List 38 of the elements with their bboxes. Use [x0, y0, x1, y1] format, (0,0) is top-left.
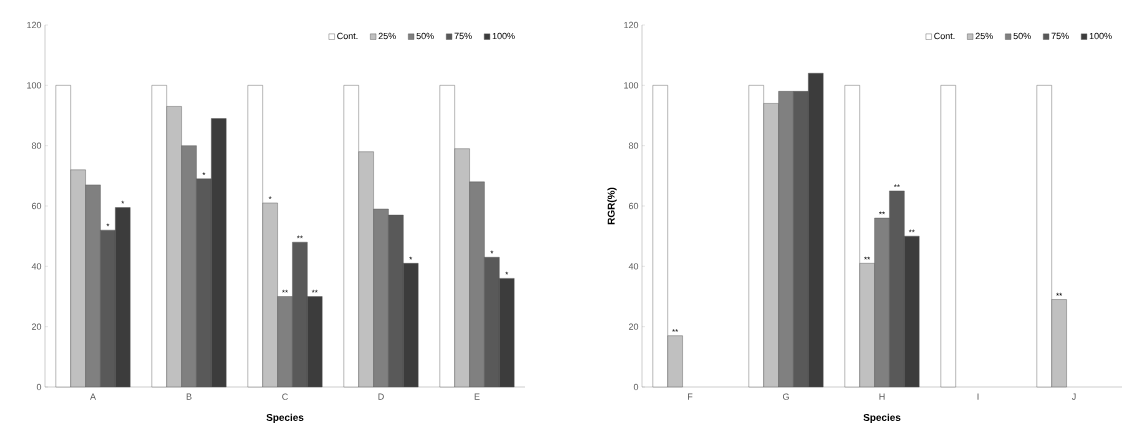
x-tick-label: I — [977, 393, 979, 400]
y-tick-label: 20 — [31, 323, 42, 330]
y-tick-label: 60 — [31, 202, 42, 210]
y-tick-label: 100 — [27, 82, 42, 89]
x-tick-label: B — [186, 393, 192, 400]
legend-label: 75% — [454, 32, 472, 40]
legend-label: 100% — [492, 32, 515, 40]
legend-label: 25% — [975, 32, 993, 40]
y-tick-label: 0 — [36, 383, 42, 391]
x-tick-label: D — [378, 393, 384, 400]
y-tick-label: 20 — [628, 323, 639, 330]
y-tick-label: 60 — [628, 202, 639, 210]
legend-label: 25% — [378, 32, 396, 40]
x-tick-label: E — [474, 393, 480, 400]
x-tick-label: H — [879, 393, 885, 400]
legend-label: 100% — [1089, 32, 1112, 40]
y-axis-title: RGR(%) — [607, 187, 617, 225]
legend-label: Cont. — [337, 32, 358, 40]
y-tick-label: 0 — [633, 383, 639, 391]
x-tick-label: F — [688, 393, 693, 400]
legend-label: 50% — [1013, 32, 1031, 40]
x-axis-title: Species — [863, 413, 901, 423]
legend-label: 50% — [416, 32, 434, 40]
x-tick-label: A — [90, 393, 96, 400]
legend-label: Cont. — [934, 32, 955, 40]
y-tick-label: 120 — [27, 21, 42, 29]
y-tick-label: 100 — [624, 82, 639, 89]
y-tick-label: 40 — [31, 263, 42, 270]
y-tick-label: 80 — [31, 142, 42, 149]
bar — [940, 85, 956, 388]
y-tick-label: 120 — [624, 21, 639, 29]
y-tick-label: 40 — [628, 263, 639, 270]
legend-label: 75% — [1051, 32, 1069, 40]
x-axis-title: Species — [266, 413, 304, 423]
x-tick-label: J — [1071, 393, 1076, 400]
x-tick-label: C — [282, 393, 288, 400]
y-tick-label: 80 — [628, 142, 639, 149]
x-tick-label: G — [782, 393, 789, 400]
